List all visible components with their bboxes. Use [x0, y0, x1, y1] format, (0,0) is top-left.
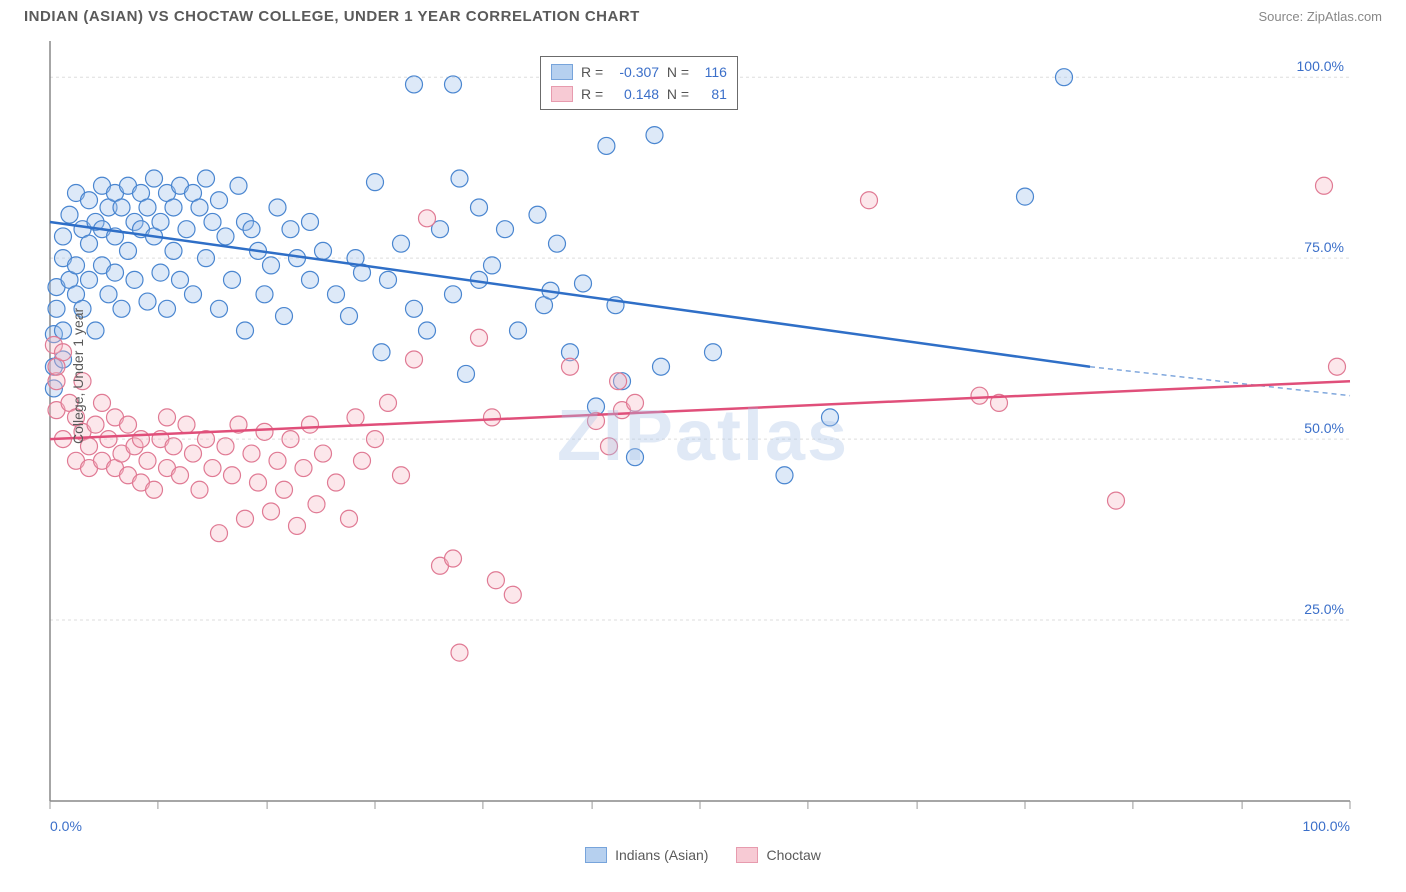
svg-text:50.0%: 50.0% — [1304, 420, 1344, 436]
series-legend: Indians (Asian) Choctaw — [0, 847, 1406, 863]
svg-text:100.0%: 100.0% — [1297, 58, 1344, 74]
legend-row: R = 0.148 N = 81 — [551, 83, 727, 105]
y-axis-label: College, Under 1 year — [70, 308, 86, 444]
legend-swatch — [585, 847, 607, 863]
legend-label: Indians (Asian) — [615, 847, 708, 863]
legend-stats: R = -0.307 N = 116 — [581, 61, 727, 83]
legend-label: Choctaw — [766, 847, 820, 863]
svg-text:75.0%: 75.0% — [1304, 239, 1344, 255]
chart-header: INDIAN (ASIAN) VS CHOCTAW COLLEGE, UNDER… — [0, 0, 1406, 31]
chart-area: College, Under 1 year 25.0% 50.0% 75.0% 100… — [20, 31, 1386, 841]
legend-swatch — [736, 847, 758, 863]
chart-source: Source: ZipAtlas.com — [1258, 9, 1382, 24]
legend-item: Indians (Asian) — [585, 847, 708, 863]
legend-item: Choctaw — [736, 847, 820, 863]
legend-swatch — [551, 64, 573, 80]
chart-title: INDIAN (ASIAN) VS CHOCTAW COLLEGE, UNDER… — [24, 8, 640, 25]
svg-text:0.0%: 0.0% — [50, 818, 82, 834]
legend-stats: R = 0.148 N = 81 — [581, 83, 727, 105]
correlation-legend: R = -0.307 N = 116R = 0.148 N = 81 — [540, 56, 738, 110]
svg-text:25.0%: 25.0% — [1304, 601, 1344, 617]
legend-row: R = -0.307 N = 116 — [551, 61, 727, 83]
scatter-plot: 25.0% 50.0% 75.0% 100.0% 0.0% 100.0% — [20, 31, 1380, 841]
svg-text:100.0%: 100.0% — [1303, 818, 1350, 834]
legend-swatch — [551, 86, 573, 102]
